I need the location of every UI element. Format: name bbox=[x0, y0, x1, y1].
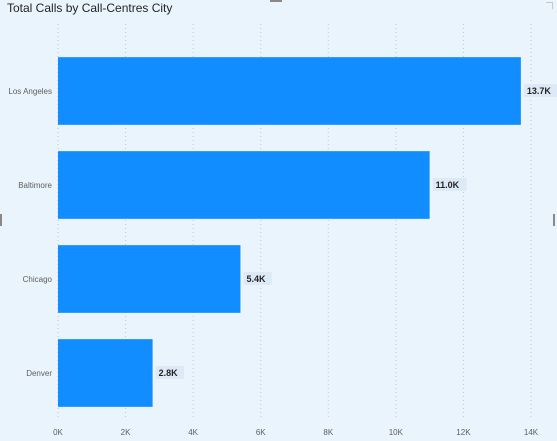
x-tick-label: 4K bbox=[188, 428, 198, 437]
x-tick-label: 14K bbox=[524, 428, 539, 437]
resize-handle-right[interactable] bbox=[553, 214, 555, 226]
resize-handle-left[interactable] bbox=[0, 214, 2, 226]
bar-denver[interactable] bbox=[58, 339, 153, 407]
x-tick-label: 8K bbox=[323, 428, 333, 437]
category-label: Baltimore bbox=[18, 181, 52, 190]
chart-title: Total Calls by Call-Centres City bbox=[7, 1, 173, 15]
data-label: 5.4K bbox=[246, 274, 266, 284]
data-label: 13.7K bbox=[527, 86, 552, 96]
x-tick-label: 12K bbox=[456, 428, 471, 437]
bar-los-angeles[interactable] bbox=[58, 57, 521, 125]
x-tick-label: 2K bbox=[121, 428, 131, 437]
data-label: 2.8K bbox=[159, 368, 179, 378]
category-label: Denver bbox=[26, 369, 52, 378]
category-label: Los Angeles bbox=[8, 87, 52, 96]
data-label: 11.0K bbox=[436, 180, 460, 190]
bar-chicago[interactable] bbox=[58, 245, 241, 313]
data-label-background bbox=[243, 272, 272, 285]
resize-handle-top[interactable] bbox=[270, 0, 282, 2]
x-tick-label: 0K bbox=[53, 428, 63, 437]
bars bbox=[58, 57, 521, 407]
value-axis: 0K 2K 4K 6K 8K 10K 12K 14K bbox=[53, 428, 539, 437]
x-tick-label: 6K bbox=[256, 428, 266, 437]
data-label-background bbox=[523, 84, 557, 97]
data-label-background bbox=[155, 366, 184, 379]
bar-baltimore[interactable] bbox=[58, 151, 430, 219]
category-label: Chicago bbox=[23, 275, 53, 284]
data-label-background bbox=[432, 178, 467, 191]
x-tick-label: 10K bbox=[389, 428, 404, 437]
category-axis: Los Angeles Baltimore Chicago Denver bbox=[8, 87, 52, 378]
data-labels: 13.7K 11.0K 5.4K 2.8K bbox=[155, 84, 557, 379]
focus-mode-corner-icon[interactable] bbox=[546, 2, 553, 9]
